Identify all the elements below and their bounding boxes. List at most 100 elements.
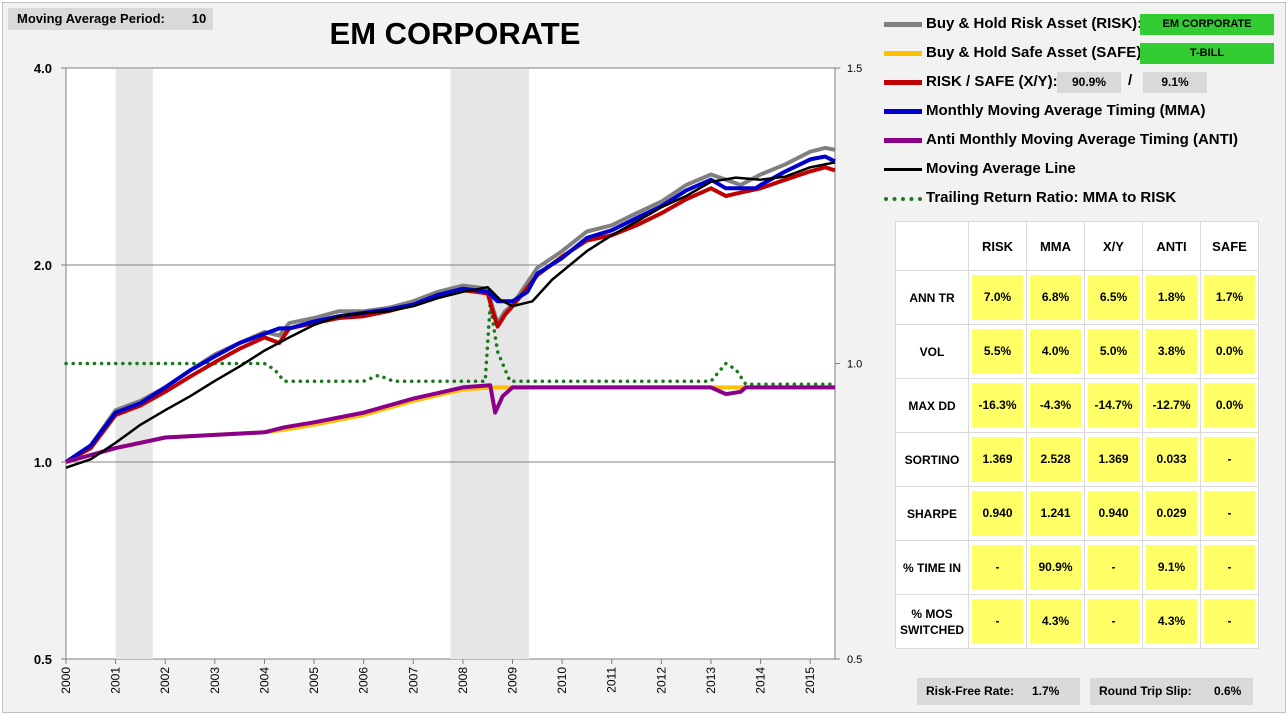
safe-swatch	[884, 51, 922, 56]
mma-swatch	[884, 109, 922, 114]
stat-cell: 4.0%	[1030, 329, 1081, 374]
col-header: SAFE	[1200, 221, 1259, 271]
mma-line	[64, 154, 836, 464]
performance-chart: 0.5 1.0 2.0 4.0 0.5 1.0 1.5 2000 2001 2002 2003 200…	[34, 61, 862, 694]
slip-value[interactable]: 0.6%	[1214, 684, 1242, 698]
stat-cell: -	[972, 599, 1023, 644]
stat-cell-wrap: 0.029	[1142, 486, 1201, 541]
slip-label: Round Trip Slip:	[1099, 684, 1192, 698]
y2-tick-label: 0.5	[847, 654, 862, 666]
stat-cell-wrap: 4.0%	[1026, 324, 1085, 379]
stat-cell: 1.241	[1030, 491, 1081, 536]
y-tick-label: 4.0	[34, 61, 52, 76]
y2-tick-label: 1.5	[847, 63, 862, 75]
x-tick-label: 2004	[257, 667, 271, 694]
stat-cell: 7.0%	[972, 275, 1023, 320]
stat-cell-wrap: 7.0%	[968, 270, 1027, 325]
stat-cell: 0.0%	[1204, 383, 1255, 428]
anti-swatch	[884, 138, 922, 143]
stat-cell-wrap: -	[1200, 486, 1259, 541]
stat-cell-wrap: 0.940	[968, 486, 1027, 541]
stat-cell: 0.940	[1088, 491, 1139, 536]
legend-safe-label: Buy & Hold Safe Asset (SAFE):	[926, 44, 1147, 61]
y-tick-label: 0.5	[34, 652, 52, 667]
round-trip-slip-box: Round Trip Slip: 0.6%	[1090, 678, 1253, 705]
stat-cell-wrap: -	[1200, 432, 1259, 487]
recession-shading	[115, 69, 529, 659]
stat-cell: 0.940	[972, 491, 1023, 536]
risk-swatch	[884, 22, 922, 27]
series-lines	[64, 145, 837, 469]
col-header: ANTI	[1142, 221, 1201, 271]
rf-label: Risk-Free Rate:	[926, 684, 1015, 698]
stat-cell: 2.528	[1030, 437, 1081, 482]
stat-cell: 0.029	[1146, 491, 1197, 536]
x-tick-label: 2008	[456, 667, 470, 694]
gridlines	[66, 264, 835, 463]
ratio-line	[64, 304, 837, 386]
safe-asset-value[interactable]: T-BILL	[1140, 43, 1274, 64]
stat-cell-wrap: 1.369	[968, 432, 1027, 487]
col-header: RISK	[968, 221, 1027, 271]
stat-cell: 6.5%	[1088, 275, 1139, 320]
row-label: ANN TR	[895, 270, 969, 325]
stat-cell-wrap: -12.7%	[1142, 378, 1201, 433]
stats-row: MAX DD -16.3% -4.3% -14.7% -12.7% 0.0%	[895, 378, 1259, 433]
col-header: MMA	[1026, 221, 1085, 271]
x-tick-label: 2006	[357, 667, 371, 694]
risk-asset-value[interactable]: EM CORPORATE	[1140, 14, 1274, 35]
stat-cell-wrap: 2.528	[1026, 432, 1085, 487]
stats-row: % TIME IN - 90.9% - 9.1% -	[895, 540, 1259, 595]
legend-xy-label: RISK / SAFE (X/Y):	[926, 73, 1058, 90]
x-tick-label: 2010	[555, 667, 569, 694]
ratio-swatch	[884, 197, 922, 201]
stat-cell-wrap: 1.7%	[1200, 270, 1259, 325]
x-tick-label: 2002	[158, 667, 172, 694]
stat-cell-wrap: 5.5%	[968, 324, 1027, 379]
stats-corner	[895, 221, 969, 271]
x-weight-value[interactable]: 90.9%	[1057, 72, 1121, 93]
x-tick-label: 2015	[803, 667, 817, 694]
y-weight-value[interactable]: 9.1%	[1143, 72, 1207, 93]
legend-risk-label: Buy & Hold Risk Asset (RISK):	[926, 15, 1143, 32]
x-tick-label: 2011	[605, 667, 619, 693]
stat-cell-wrap: 4.3%	[1142, 594, 1201, 649]
legend-mma-label: Monthly Moving Average Timing (MMA)	[926, 102, 1206, 119]
ma-period-box[interactable]: Moving Average Period: 10	[8, 8, 213, 30]
ma-line	[65, 161, 836, 469]
stat-cell: 9.1%	[1146, 545, 1197, 590]
stats-row: VOL 5.5% 4.0% 5.0% 3.8% 0.0%	[895, 324, 1259, 379]
stat-cell-wrap: -	[968, 594, 1027, 649]
stat-cell-wrap: 90.9%	[1026, 540, 1085, 595]
stat-cell: 5.0%	[1088, 329, 1139, 374]
stat-cell: -4.3%	[1030, 383, 1081, 428]
stat-cell-wrap: 0.940	[1084, 486, 1143, 541]
anti-line	[65, 383, 835, 464]
legend-ratio-label: Trailing Return Ratio: MMA to RISK	[926, 189, 1177, 206]
ma-period-value[interactable]: 10	[191, 11, 207, 26]
risk-free-rate-box: Risk-Free Rate: 1.7%	[917, 678, 1080, 705]
stat-cell: -	[972, 545, 1023, 590]
rf-value[interactable]: 1.7%	[1032, 684, 1060, 698]
stat-cell: 0.033	[1146, 437, 1197, 482]
stat-cell-wrap: 4.3%	[1026, 594, 1085, 649]
stat-cell: 6.8%	[1030, 275, 1081, 320]
stat-cell: -	[1204, 599, 1255, 644]
stats-table: RISK MMA X/Y ANTI SAFE ANN TR 7.0% 6.8% …	[895, 221, 1259, 649]
stats-row: SHARPE 0.940 1.241 0.940 0.029 -	[895, 486, 1259, 541]
stat-cell: -16.3%	[972, 383, 1023, 428]
col-header: X/Y	[1084, 221, 1143, 271]
stat-cell: 3.8%	[1146, 329, 1197, 374]
xy-line	[65, 165, 836, 464]
stat-cell-wrap: 1.8%	[1142, 270, 1201, 325]
row-label: VOL	[895, 324, 969, 379]
stat-cell-wrap: 1.241	[1026, 486, 1085, 541]
ma-period-label: Moving Average Period:	[17, 11, 165, 26]
legend-ma-label: Moving Average Line	[926, 160, 1076, 177]
stat-cell-wrap: 5.0%	[1084, 324, 1143, 379]
stat-cell: 4.3%	[1030, 599, 1081, 644]
xy-swatch	[884, 80, 922, 85]
x-tick-label: 2009	[506, 667, 520, 694]
stat-cell: 4.3%	[1146, 599, 1197, 644]
legend-anti-label: Anti Monthly Moving Average Timing (ANTI…	[926, 131, 1238, 148]
